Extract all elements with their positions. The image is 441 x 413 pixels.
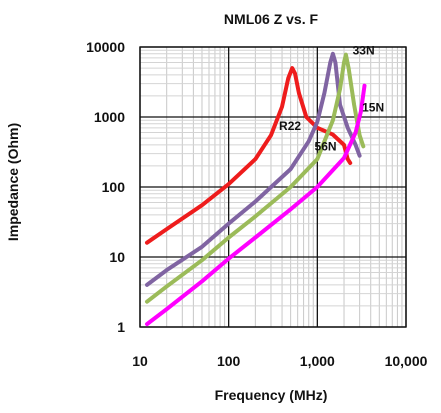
series-label-15n: 15N [362,100,384,114]
x-tick-label: 1,000 [300,353,335,369]
y-tick-label: 10000 [86,39,125,55]
series-label-33n: 33N [353,44,375,58]
x-tick-label: 10 [132,353,148,369]
x-tick-label: 100 [217,353,241,369]
series-label-56n: 56N [315,140,337,154]
x-axis-label: Frequency (MHz) [215,387,328,403]
series-label-r22: R22 [279,119,301,133]
series-line-15n [145,83,367,327]
tick-labels: 10 100 1,000 10,000 1 10 100 1000 10000 [86,39,428,369]
series-line-r22 [145,66,353,245]
chart-title: NML06 Z vs. F [224,11,319,27]
series-line-33n [145,52,366,304]
series-labels: R22 56N 33N 15N [279,44,384,154]
series-lines [145,51,367,327]
y-tick-label: 1 [117,319,125,335]
y-axis-label: Impedance (Ohm) [5,123,21,241]
plot-frame [139,46,407,328]
x-tick-label: 10,000 [385,353,428,369]
series-line-56n [145,51,362,287]
y-tick-label: 10 [109,249,125,265]
y-tick-label: 1000 [94,109,125,125]
axes [139,46,407,328]
y-tick-label: 100 [102,179,126,195]
